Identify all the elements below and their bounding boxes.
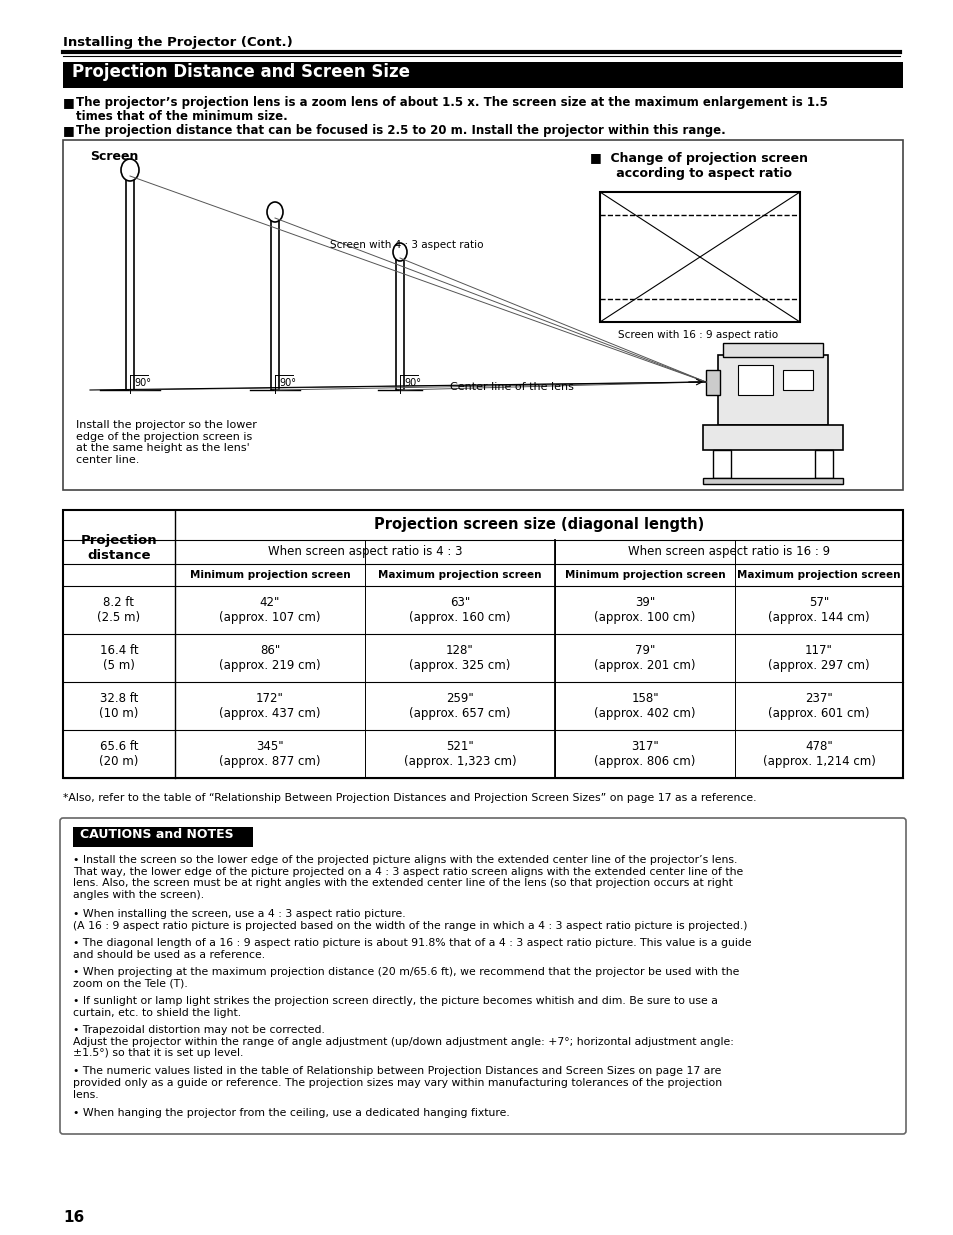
Text: Projection Distance and Screen Size: Projection Distance and Screen Size [71,63,410,82]
Bar [712,450,730,478]
Bar [702,478,842,484]
Text: • The diagonal length of a 16 : 9 aspect ratio picture is about 91.8% that of a : • The diagonal length of a 16 : 9 aspect… [73,939,751,960]
Bar [718,354,827,425]
Text: Screen with 16 : 9 aspect ratio: Screen with 16 : 9 aspect ratio [618,330,778,340]
Text: • Install the screen so the lower edge of the projected picture aligns with the : • Install the screen so the lower edge o… [73,855,742,900]
Text: 345"
(approx. 877 cm): 345" (approx. 877 cm) [219,740,320,768]
Text: 39"
(approx. 100 cm): 39" (approx. 100 cm) [594,597,695,624]
Text: Projection
distance: Projection distance [81,534,157,562]
Bar [63,140,902,490]
Ellipse shape [267,203,283,222]
Text: Minimum projection screen: Minimum projection screen [190,571,350,580]
Text: 237"
(approx. 601 cm): 237" (approx. 601 cm) [767,692,869,720]
Text: ■  Change of projection screen
      according to aspect ratio: ■ Change of projection screen according … [589,152,807,180]
Text: 8.2 ft
(2.5 m): 8.2 ft (2.5 m) [97,597,140,624]
Text: Screen with 4 : 3 aspect ratio: Screen with 4 : 3 aspect ratio [330,240,483,249]
Text: Maximum projection screen: Maximum projection screen [377,571,541,580]
Text: 42"
(approx. 107 cm): 42" (approx. 107 cm) [219,597,320,624]
Text: When screen aspect ratio is 4 : 3: When screen aspect ratio is 4 : 3 [268,546,462,558]
Text: • Trapezoidal distortion may not be corrected.
Adjust the projector within the r: • Trapezoidal distortion may not be corr… [73,1025,733,1058]
Text: Screen: Screen [90,149,138,163]
Bar [738,366,772,395]
Bar [63,510,902,778]
Text: *Also, refer to the table of “Relationship Between Projection Distances and Proj: *Also, refer to the table of “Relationsh… [63,793,756,803]
Text: 317"
(approx. 806 cm): 317" (approx. 806 cm) [594,740,695,768]
Text: • If sunlight or lamp light strikes the projection screen directly, the picture : • If sunlight or lamp light strikes the … [73,995,717,1018]
Text: 90°: 90° [278,378,295,388]
Bar [814,450,832,478]
Text: ■: ■ [63,124,74,137]
Text: 158"
(approx. 402 cm): 158" (approx. 402 cm) [594,692,695,720]
Text: Projection screen size (diagonal length): Projection screen size (diagonal length) [374,517,703,532]
Text: 478"
(approx. 1,214 cm): 478" (approx. 1,214 cm) [761,740,875,768]
Text: 65.6 ft
(20 m): 65.6 ft (20 m) [99,740,138,768]
Bar [126,177,133,390]
Text: 172"
(approx. 437 cm): 172" (approx. 437 cm) [219,692,320,720]
Text: 90°: 90° [133,378,151,388]
Text: 16.4 ft
(5 m): 16.4 ft (5 m) [99,643,138,672]
Text: 16: 16 [63,1210,84,1225]
Text: Installing the Projector (Cont.): Installing the Projector (Cont.) [63,36,293,49]
Text: 86"
(approx. 219 cm): 86" (approx. 219 cm) [219,643,320,672]
Text: Minimum projection screen: Minimum projection screen [564,571,724,580]
Text: 128"
(approx. 325 cm): 128" (approx. 325 cm) [409,643,510,672]
Text: • The numeric values listed in the table of Relationship between Projection Dist: • The numeric values listed in the table… [73,1067,721,1099]
Text: • When projecting at the maximum projection distance (20 m/65.6 ft), we recommen: • When projecting at the maximum project… [73,967,739,988]
Ellipse shape [121,159,139,182]
Text: 63"
(approx. 160 cm): 63" (approx. 160 cm) [409,597,510,624]
Bar [722,343,822,357]
Bar [782,370,812,390]
FancyBboxPatch shape [60,818,905,1134]
Text: The projection distance that can be focused is 2.5 to 20 m. Install the projecto: The projection distance that can be focu… [76,124,725,137]
Text: When screen aspect ratio is 16 : 9: When screen aspect ratio is 16 : 9 [627,546,829,558]
Text: CAUTIONS and NOTES: CAUTIONS and NOTES [80,827,233,841]
Text: • When hanging the projector from the ceiling, use a dedicated hanging fixture.: • When hanging the projector from the ce… [73,1108,509,1118]
Text: 79"
(approx. 201 cm): 79" (approx. 201 cm) [594,643,695,672]
Bar [271,219,278,390]
Bar [599,191,800,322]
Text: The projector’s projection lens is a zoom lens of about 1.5 x. The screen size a: The projector’s projection lens is a zoo… [76,96,827,109]
Bar [705,370,720,395]
Text: 32.8 ft
(10 m): 32.8 ft (10 m) [99,692,138,720]
Text: 259"
(approx. 657 cm): 259" (approx. 657 cm) [409,692,510,720]
Bar [63,62,902,88]
Text: 57"
(approx. 144 cm): 57" (approx. 144 cm) [767,597,869,624]
Text: Center line of the lens: Center line of the lens [450,382,574,391]
Bar [73,827,253,847]
Ellipse shape [393,243,407,261]
Text: ■: ■ [63,96,74,109]
Bar [395,258,403,390]
Text: 90°: 90° [403,378,420,388]
Text: • When installing the screen, use a 4 : 3 aspect ratio picture.
(A 16 : 9 aspect: • When installing the screen, use a 4 : … [73,909,747,931]
Bar [702,425,842,450]
Text: Maximum projection screen: Maximum projection screen [737,571,900,580]
Text: Install the projector so the lower
edge of the projection screen is
at the same : Install the projector so the lower edge … [76,420,256,464]
Text: 521"
(approx. 1,323 cm): 521" (approx. 1,323 cm) [403,740,516,768]
Text: times that of the minimum size.: times that of the minimum size. [76,110,288,124]
Text: 117"
(approx. 297 cm): 117" (approx. 297 cm) [767,643,869,672]
